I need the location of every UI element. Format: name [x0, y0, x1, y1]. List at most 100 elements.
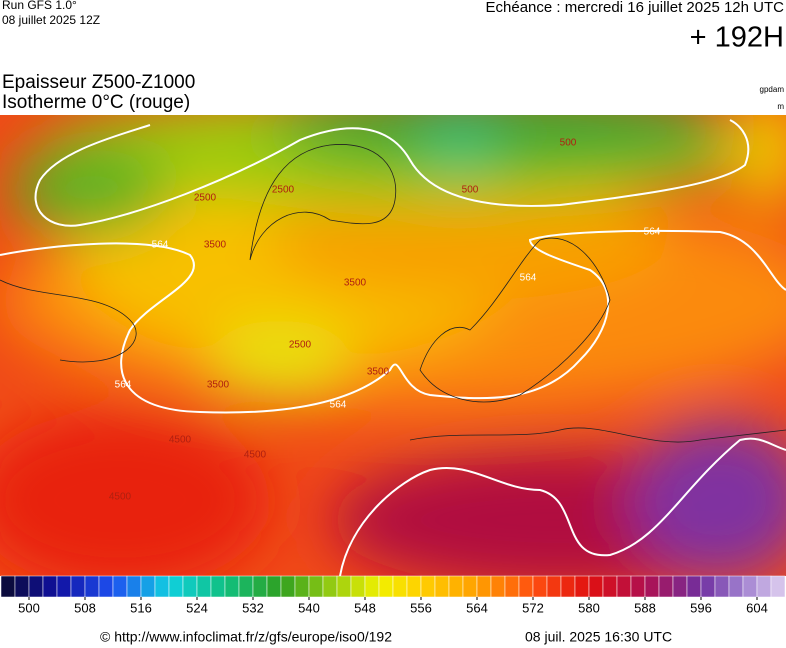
colorbar-swatch: [308, 575, 324, 598]
colorbar-swatch: [112, 575, 128, 598]
colorbar-swatch: [266, 575, 282, 598]
colorbar-swatch: [560, 575, 576, 598]
contour-label: 2500: [194, 193, 217, 204]
colorbar-swatch: [644, 575, 660, 598]
unit-m: m: [777, 102, 784, 111]
lead-time: + 192H: [690, 22, 784, 54]
colorbar-tick-label: 588: [634, 600, 656, 615]
colorbar-swatch: [238, 575, 254, 598]
contour-label: 4500: [109, 492, 132, 503]
colorbar-swatch: [140, 575, 156, 598]
contour-label: 3500: [344, 278, 367, 289]
colorbar-swatch: [126, 575, 142, 598]
colorbar-swatch: [476, 575, 492, 598]
title-isotherm: Isotherme 0°C (rouge): [2, 92, 190, 113]
colorbar-swatch: [504, 575, 520, 598]
colorbar-swatch: [532, 575, 548, 598]
contour-label: 2500: [272, 185, 295, 196]
colorbar-swatch: [602, 575, 618, 598]
colorbar-tick-label: 516: [130, 600, 152, 615]
colorbar-swatch: [280, 575, 296, 598]
colorbar-swatch: [84, 575, 100, 598]
contour-label: 564: [520, 273, 537, 284]
colorbar-swatch: [574, 575, 590, 598]
map: [0, 115, 786, 576]
colorbar-swatch: [490, 575, 506, 598]
colorbar-tick-label: 580: [578, 600, 600, 615]
colorbar-swatch: [770, 575, 786, 598]
colorbar-swatch: [14, 575, 30, 598]
colorbar-swatch: [392, 575, 408, 598]
colorbar-swatch: [0, 575, 16, 598]
colorbar-swatch: [350, 575, 366, 598]
colorbar-tick-label: 604: [746, 600, 768, 615]
colorbar-swatch: [196, 575, 212, 598]
colorbar-swatch: [168, 575, 184, 598]
colorbar-swatch: [28, 575, 44, 598]
colorbar-swatch: [700, 575, 716, 598]
colorbar-swatch: [154, 575, 170, 598]
colorbar-swatch: [658, 575, 674, 598]
colorbar-swatch: [742, 575, 758, 598]
colorbar-swatch: [70, 575, 86, 598]
contour-label: 500: [462, 185, 479, 196]
colorbar-swatch: [224, 575, 240, 598]
colorbar-tick-label: 548: [354, 600, 376, 615]
colorbar-swatch: [98, 575, 114, 598]
colorbar-swatch: [336, 575, 352, 598]
echeance: Echéance : mercredi 16 juillet 2025 12h …: [486, 0, 785, 16]
contour-label: 3500: [204, 240, 227, 251]
colorbar-swatch: [756, 575, 772, 598]
colorbar-swatch: [616, 575, 632, 598]
coastlines: [0, 144, 786, 443]
run-label: Run GFS 1.0°: [2, 0, 77, 12]
colorbar-swatch: [686, 575, 702, 598]
contour-label: 4500: [169, 435, 192, 446]
contour-label: 564: [152, 240, 169, 251]
colorbar-swatch: [252, 575, 268, 598]
colorbar-swatch: [56, 575, 72, 598]
colorbar-swatch: [434, 575, 450, 598]
colorbar-tick-label: 564: [466, 600, 488, 615]
run-date: 08 juillet 2025 12Z: [2, 13, 100, 27]
colorbar-swatch: [630, 575, 646, 598]
contour-label: 500: [560, 138, 577, 149]
colorbar-tick-label: 524: [186, 600, 208, 615]
contour-label: 2500: [289, 340, 312, 351]
colorbar-swatch: [364, 575, 380, 598]
colorbar-tick-label: 540: [298, 600, 320, 615]
contour-label: 564: [115, 380, 132, 391]
colorbar-swatch: [714, 575, 730, 598]
colorbar-swatch: [182, 575, 198, 598]
colorbar-tick-label: 556: [410, 600, 432, 615]
colorbar-swatch: [448, 575, 464, 598]
contour-564: [0, 119, 786, 576]
colorbar-swatch: [672, 575, 688, 598]
footer-date: 08 juil. 2025 16:30 UTC: [525, 629, 672, 645]
colorbar-swatch: [462, 575, 478, 598]
colorbar-swatch: [378, 575, 394, 598]
colorbar-tick-label: 500: [18, 600, 40, 615]
colorbar-swatch: [546, 575, 562, 598]
contour-label: 3500: [367, 367, 390, 378]
colorbar-swatch: [406, 575, 422, 598]
colorbar-swatch: [210, 575, 226, 598]
contour-label: 4500: [244, 450, 267, 461]
contour-label: 564: [330, 400, 347, 411]
contour-label: 564: [644, 227, 661, 238]
colorbar-swatch: [420, 575, 436, 598]
title-thickness: Epaisseur Z500-Z1000: [2, 72, 195, 93]
contour-label: 3500: [207, 380, 230, 391]
colorbar-tick-label: 508: [74, 600, 96, 615]
colorbar-tick-label: 532: [242, 600, 264, 615]
colorbar-tick-label: 572: [522, 600, 544, 615]
unit-gpdam: gpdam: [760, 85, 785, 94]
colorbar-swatch: [588, 575, 604, 598]
colorbar-swatch: [518, 575, 534, 598]
footer-url: © http://www.infoclimat.fr/z/gfs/europe/…: [100, 629, 392, 645]
colorbar-swatch: [728, 575, 744, 598]
colorbar-swatch: [42, 575, 58, 598]
colorbar-tick-label: 596: [690, 600, 712, 615]
colorbar-swatch: [322, 575, 338, 598]
